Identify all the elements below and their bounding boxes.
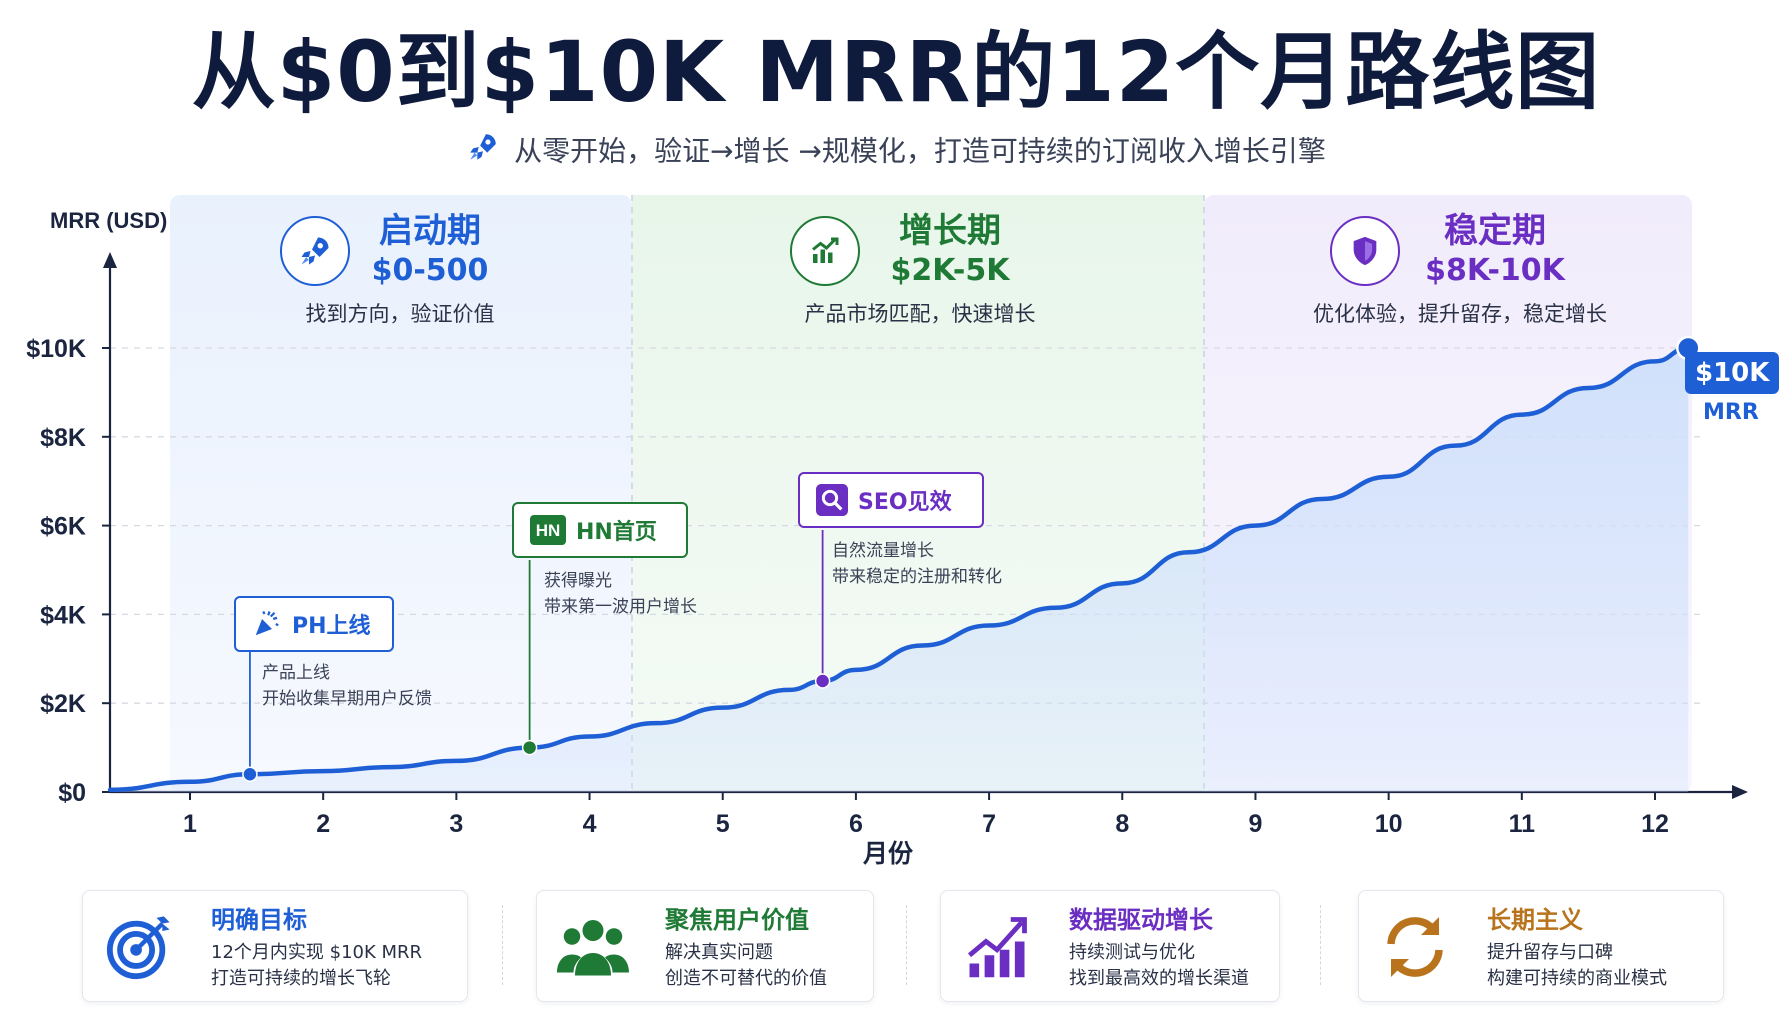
phase-stable: 稳定期 $8K-10K 优化体验，提升留存，稳定增长 [1290, 210, 1630, 330]
milestone-note-line: 获得曝光 [544, 571, 612, 591]
search-icon [816, 484, 848, 516]
card-line: 创造不可替代的价值 [665, 968, 827, 989]
x-tick-label: 2 [316, 810, 330, 838]
card-line: 12个月内实现 $10K MRR [211, 942, 423, 963]
milestone-note-line: 带来稳定的注册和转化 [832, 567, 1002, 587]
milestone-point [242, 766, 258, 782]
phase-name: 启动期 [379, 211, 481, 251]
y-tick-label: $6K [40, 513, 86, 541]
card-line: 找到最高效的增长渠道 [1069, 968, 1249, 989]
milestone-note: 获得曝光 带来第一波用户增长 [544, 568, 697, 620]
y-tick-label: $4K [40, 601, 86, 629]
card-line: 构建可持续的商业模式 [1487, 968, 1667, 989]
subtitle-text: 从零开始，验证→增长 →规模化，打造可持续的订阅收入增长引擎 [514, 134, 1326, 168]
divider [1320, 905, 1321, 985]
card-data-driven: 数据驱动增长 持续测试与优化 找到最高效的增长渠道 [940, 890, 1280, 1002]
phase-name: 增长期 [899, 211, 1001, 251]
x-tick-label: 3 [449, 810, 463, 838]
x-tick-label: 6 [849, 810, 863, 838]
x-tick-label: 4 [583, 810, 597, 838]
users-icon [557, 911, 629, 983]
page-subtitle: 从零开始，验证→增长 →规模化，打造可持续的订阅收入增长引擎 [0, 130, 1792, 175]
divider [906, 905, 907, 985]
mrr-line [107, 345, 1691, 793]
x-tick-label: 10 [1375, 810, 1403, 838]
card-line: 解决真实问题 [665, 942, 773, 963]
milestone-label: SEO见效 [858, 490, 952, 515]
phase-range: $0-500 [371, 253, 489, 288]
milestone-note: 自然流量增长 带来稳定的注册和转化 [832, 538, 1002, 590]
milestone-note-line: 自然流量增长 [832, 541, 934, 561]
x-tick-label: 9 [1249, 810, 1263, 838]
phase-growth: 增长期 $2K-5K 产品市场匹配，快速增长 [760, 210, 1080, 330]
y-axis-label: MRR (USD) [50, 208, 167, 233]
milestone-label: HN首页 [576, 520, 657, 545]
bar-chart-icon [961, 911, 1033, 983]
card-title: 长期主义 [1487, 906, 1583, 934]
x-tick-label: 12 [1641, 810, 1669, 838]
phase-range: $2K-5K [890, 253, 1010, 288]
x-tick-label: 7 [982, 810, 996, 838]
rocket-icon [466, 130, 500, 175]
phase-desc: 产品市场匹配，快速增长 [804, 302, 1036, 326]
card-line: 打造可持续的增长飞轮 [211, 968, 391, 989]
card-long-term: 长期主义 提升留存与口碑 构建可持续的商业模式 [1358, 890, 1724, 1002]
phase-range: $8K-10K [1425, 253, 1565, 288]
card-line: 提升留存与口碑 [1487, 942, 1613, 963]
milestone-hn-front: HN HN首页 [512, 502, 688, 558]
milestone-note-line: 开始收集早期用户反馈 [262, 689, 432, 709]
page-title: 从$0到$10K MRR的12个月路线图 [191, 23, 1601, 121]
milestone-note-line: 产品上线 [262, 663, 330, 683]
divider [502, 905, 503, 985]
cycle-icon [1379, 911, 1451, 983]
x-tick-label: 11 [1509, 810, 1536, 838]
y-axis-arrow [103, 252, 117, 268]
x-tick-label: 1 [183, 810, 197, 838]
y-tick-label: $10K [26, 335, 86, 363]
card-title: 数据驱动增长 [1069, 906, 1213, 934]
milestone-seo: SEO见效 [798, 472, 984, 528]
card-title: 明确目标 [211, 906, 307, 934]
y-tick-label: $0 [58, 779, 86, 807]
rocket-icon [280, 216, 350, 286]
x-tick-label: 5 [716, 810, 730, 838]
milestone-point [521, 739, 538, 756]
card-line: 持续测试与优化 [1069, 942, 1195, 963]
y-tick-label: $8K [40, 424, 86, 452]
phase-desc: 优化体验，提升留存，稳定增长 [1313, 302, 1607, 326]
phase-launch: 启动期 $0-500 找到方向，验证价值 [250, 210, 550, 330]
card-goal: 明确目标 12个月内实现 $10K MRR 打造可持续的增长飞轮 [82, 890, 468, 1002]
shield-icon [1330, 216, 1400, 286]
svg-text:HN: HN [536, 521, 561, 540]
party-popper-icon [252, 609, 282, 639]
phase-name: 稳定期 [1444, 211, 1546, 251]
mrr-area [110, 348, 1689, 792]
milestone-note-line: 带来第一波用户增长 [544, 597, 697, 617]
growth-chart-icon [790, 216, 860, 286]
card-user-value: 聚焦用户价值 解决真实问题 创造不可替代的价值 [536, 890, 874, 1002]
milestone-label: PH上线 [292, 614, 371, 639]
target-icon [103, 911, 175, 983]
milestone-point [814, 673, 831, 689]
hn-logo-icon: HN [530, 515, 566, 545]
phase-desc: 找到方向，验证价值 [305, 302, 495, 326]
x-axis-arrow [1732, 785, 1748, 799]
card-title: 聚焦用户价值 [665, 906, 809, 934]
x-axis-label: 月份 [862, 839, 913, 868]
end-value-sub: MRR [1703, 400, 1759, 425]
milestone-ph-launch: PH上线 [234, 596, 394, 652]
end-value-badge: $10K [1685, 352, 1780, 394]
x-tick-label: 8 [1115, 810, 1129, 838]
milestone-note: 产品上线 开始收集早期用户反馈 [262, 660, 432, 712]
y-tick-label: $2K [40, 690, 86, 718]
